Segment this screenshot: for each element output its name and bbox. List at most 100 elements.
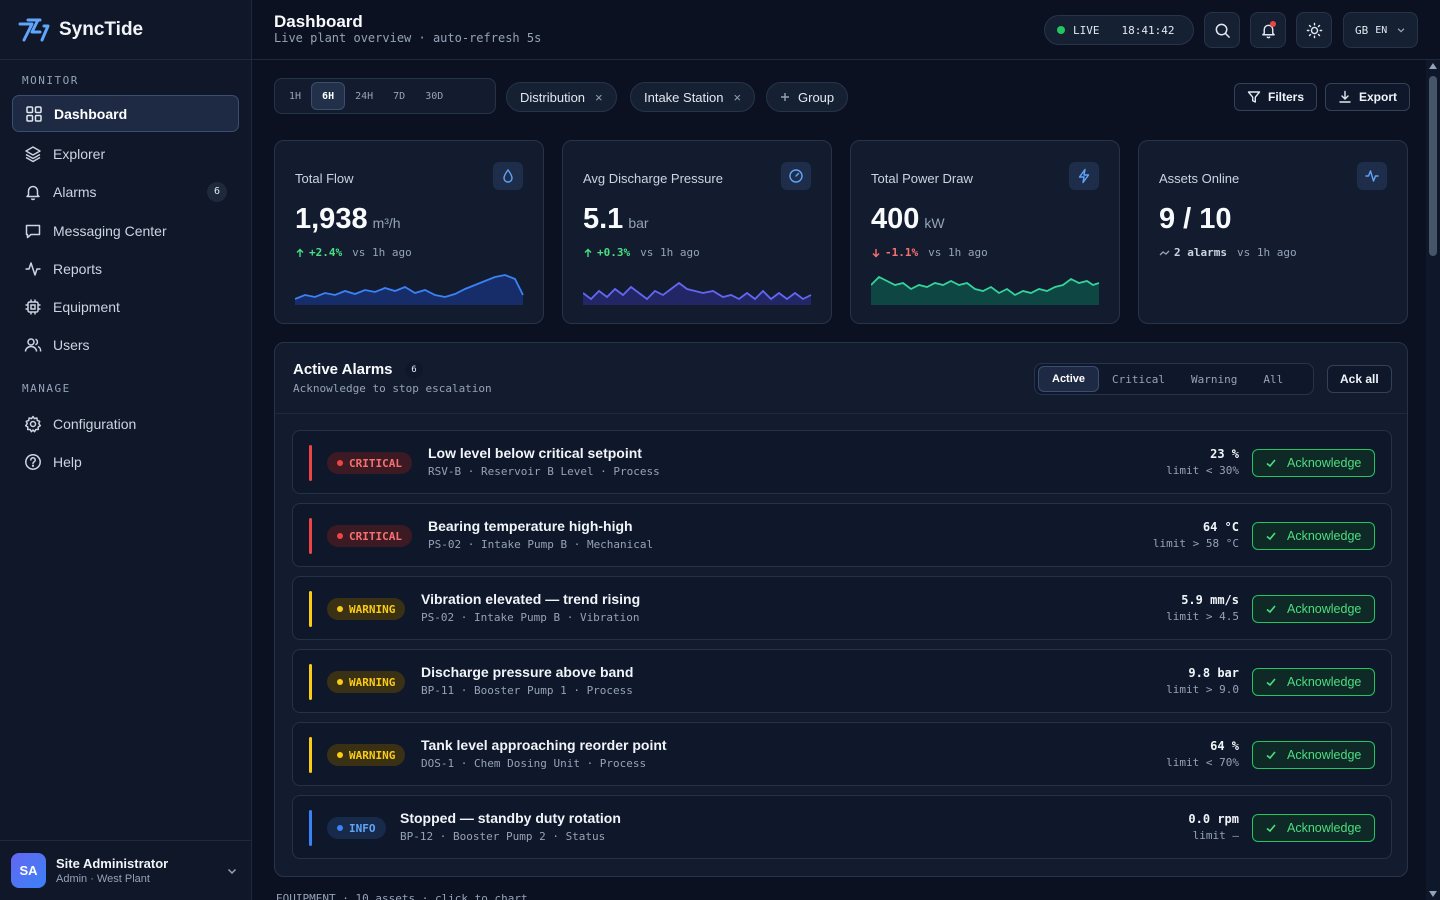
live-status-pill: LIVE 18:41:42 (1044, 15, 1194, 45)
tab-warning[interactable]: Warning (1191, 372, 1238, 386)
acknowledge-button[interactable]: Acknowledge (1252, 741, 1375, 769)
severity-label: WARNING (349, 675, 396, 689)
kpi-icon-wrap (493, 162, 523, 190)
scroll-thumb[interactable] (1429, 76, 1437, 256)
theme-toggle-button[interactable] (1296, 12, 1332, 48)
search-button[interactable] (1204, 12, 1240, 48)
sidebar-item-configuration[interactable]: Configuration (12, 405, 239, 442)
section-label-monitor: MONITOR (22, 74, 79, 87)
acknowledge-label: Acknowledge (1287, 821, 1362, 835)
add-group-button[interactable]: Group (766, 82, 849, 112)
filter-chip-distribution[interactable]: Distribution × (506, 82, 617, 112)
main-content: 1H 6H 24H 7D 30D Distribution × Intake S… (252, 60, 1426, 900)
kpi-value: 9 / 10 (1159, 203, 1232, 236)
sidebar-item-label: Configuration (53, 415, 137, 432)
alarm-row[interactable]: WARNING Vibration elevated — trend risin… (292, 576, 1392, 640)
acknowledge-button[interactable]: Acknowledge (1252, 522, 1375, 550)
alarm-row[interactable]: INFO Stopped — standby duty rotation BP-… (292, 795, 1392, 859)
alarm-row[interactable]: CRITICAL Bearing temperature high-high P… (292, 503, 1392, 567)
range-1h[interactable]: 1H (289, 90, 302, 102)
sidebar-item-equipment[interactable]: Equipment (12, 288, 239, 325)
kpi-label: Assets Online (1159, 171, 1240, 186)
kpi-delta: +0.3% vs 1h ago (583, 246, 700, 259)
range-30d[interactable]: 30D (425, 90, 444, 102)
filters-button[interactable]: Filters (1234, 83, 1318, 111)
alarm-meta: PS-02 · Intake Pump B · Vibration (421, 611, 640, 624)
export-button[interactable]: Export (1325, 83, 1411, 111)
range-6h[interactable]: 6H (311, 82, 346, 110)
kpi-card-assets-online[interactable]: Assets Online 9 / 10 2 alarms vs 1h ago (1138, 140, 1408, 324)
acknowledge-button[interactable]: Acknowledge (1252, 668, 1375, 696)
alarm-limit: limit > 58 °C (1152, 537, 1239, 550)
message-icon (25, 224, 41, 238)
severity-label: WARNING (349, 602, 396, 616)
kpi-unit: bar (628, 215, 649, 231)
filter-chip-intake-station[interactable]: Intake Station × (630, 82, 756, 112)
range-7d[interactable]: 7D (393, 90, 406, 102)
sparkline-avg-discharge-pressure (583, 281, 812, 305)
close-icon[interactable]: × (595, 89, 603, 105)
alarm-row[interactable]: WARNING Discharge pressure above band BP… (292, 649, 1392, 713)
acknowledge-button[interactable]: Acknowledge (1252, 449, 1375, 477)
alarm-value: 64 % (1210, 739, 1239, 753)
ack-all-button[interactable]: Ack all (1327, 365, 1392, 393)
live-dot-icon (1057, 26, 1065, 34)
acknowledge-label: Acknowledge (1287, 529, 1362, 543)
severity-badge: INFO (327, 817, 386, 839)
alarms-count-badge: 6 (207, 181, 227, 202)
synctide-logo-icon (18, 18, 50, 41)
severity-label: CRITICAL (349, 456, 402, 470)
alarm-title: Tank level approaching reorder point (421, 737, 667, 753)
kpi-card-avg-discharge-pressure[interactable]: Avg Discharge Pressure 5.1 bar +0.3% vs 1… (562, 140, 832, 324)
acknowledge-button[interactable]: Acknowledge (1252, 595, 1375, 623)
search-icon (1215, 23, 1230, 38)
alarm-row[interactable]: CRITICAL Low level below critical setpoi… (292, 430, 1392, 494)
brand[interactable]: SyncTide (0, 0, 251, 60)
sidebar-item-explorer[interactable]: Explorer (12, 135, 239, 172)
sidebar-item-alarms[interactable]: Alarms 6 (12, 173, 239, 210)
sidebar-item-reports[interactable]: Reports (12, 250, 239, 287)
alarm-title: Bearing temperature high-high (428, 518, 633, 534)
severity-dot-icon (337, 679, 343, 685)
user-menu[interactable]: SA Site Administrator Admin · West Plant (0, 840, 252, 900)
kpi-delta-value: +2.4% (309, 246, 343, 259)
language-selector[interactable]: GB EN (1343, 12, 1418, 48)
acknowledge-button[interactable]: Acknowledge (1252, 814, 1375, 842)
alarm-limit: limit > 4.5 (1166, 610, 1239, 623)
kpi-value: 400 kW (871, 203, 945, 236)
sidebar: SyncTide MONITOR Dashboard Explorer Alar… (0, 0, 252, 900)
sidebar-item-messaging-center[interactable]: Messaging Center (12, 212, 239, 249)
tab-all[interactable]: All (1263, 372, 1284, 386)
severity-dot-icon (337, 460, 343, 466)
severity-bar (309, 591, 312, 627)
avatar: SA (11, 853, 46, 888)
alarm-row[interactable]: WARNING Tank level approaching reorder p… (292, 722, 1392, 786)
tab-active[interactable]: Active (1038, 366, 1100, 392)
check-icon (1266, 532, 1276, 541)
user-name: Site Administrator (56, 856, 169, 871)
sidebar-item-label: Reports (53, 260, 103, 277)
gauge-icon (789, 169, 803, 183)
sidebar-item-help[interactable]: Help (12, 443, 239, 480)
alarms-count-badge: 6 (405, 361, 423, 379)
range-24h[interactable]: 24H (355, 90, 374, 102)
severity-badge: CRITICAL (327, 452, 412, 474)
chevron-down-icon (227, 868, 237, 875)
main-scrollbar[interactable] (1426, 60, 1440, 900)
notifications-button[interactable] (1250, 12, 1286, 48)
sidebar-item-users[interactable]: Users (12, 326, 239, 363)
alarm-meta: BP-11 · Booster Pump 1 · Process (421, 684, 633, 697)
sidebar-item-label: Dashboard (54, 105, 128, 122)
tab-critical[interactable]: Critical (1112, 372, 1166, 386)
alarm-limit: limit < 30% (1166, 464, 1239, 477)
sun-icon (1306, 22, 1322, 38)
sidebar-item-dashboard[interactable]: Dashboard (12, 95, 239, 132)
kpi-card-total-flow[interactable]: Total Flow 1,938 m³/h +2.4% vs 1h ago (274, 140, 544, 324)
severity-bar (309, 518, 312, 554)
chip-label: Distribution (520, 89, 586, 105)
download-icon (1339, 90, 1351, 103)
close-icon[interactable]: × (733, 89, 742, 105)
kpi-delta-suffix: vs 1h ago (640, 246, 700, 259)
live-clock: 18:41:42 (1121, 23, 1175, 37)
kpi-card-total-power-draw[interactable]: Total Power Draw 400 kW -1.1% vs 1h ago (850, 140, 1120, 324)
